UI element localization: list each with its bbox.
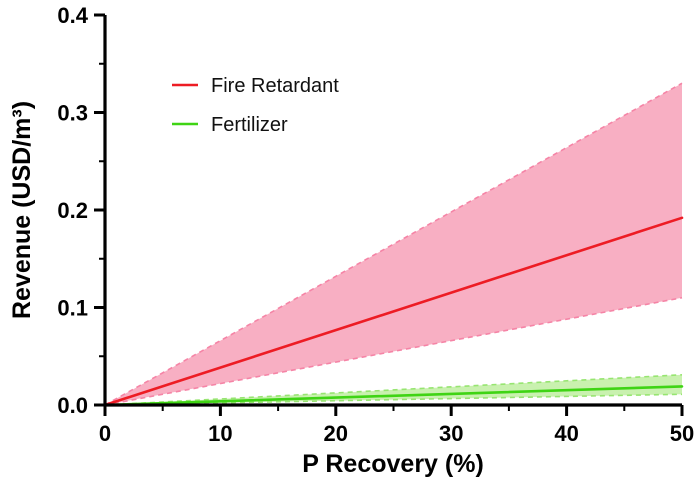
y-tick-label: 0.4 <box>57 3 88 28</box>
y-tick-label: 0.2 <box>57 198 88 223</box>
fire-retardant-series <box>103 82 684 407</box>
chart-generated-layers: 0 10 20 30 40 50 0.0 0.1 0.2 0.3 0.4 Fire Retardant… <box>57 3 694 446</box>
fertilizer-mean-line <box>103 385 684 407</box>
fertilizer-band-upper-edge <box>104 373 683 406</box>
x-axis-title: P Recovery (%) <box>302 450 484 478</box>
fertilizer-series <box>103 373 684 407</box>
x-tick-label: 10 <box>208 421 232 446</box>
legend-label-fire-retardant: Fire Retardant <box>211 75 339 97</box>
fertilizer-band-lower-edge <box>104 393 683 406</box>
x-tick-label: 20 <box>324 421 348 446</box>
y-tick-label: 0.1 <box>57 296 88 321</box>
x-tick-label: 40 <box>554 421 578 446</box>
legend-item-fertilizer: Fertilizer <box>172 114 288 136</box>
y-tick-label: 0.0 <box>57 393 88 418</box>
axes: 0 10 20 30 40 50 0.0 0.1 0.2 0.3 0.4 <box>57 3 694 446</box>
fire-retardant-band-lower-edge <box>104 296 683 406</box>
fire-retardant-band-upper-edge <box>104 82 683 406</box>
x-tick-label: 0 <box>99 421 111 446</box>
legend-item-fire-retardant: Fire Retardant <box>172 75 339 97</box>
x-tick-label: 30 <box>439 421 463 446</box>
y-axis-title: Revenue (USD/m³) <box>8 101 36 319</box>
legend: Fire Retardant Fertilizer <box>172 75 339 136</box>
y-tick-label: 0.3 <box>57 101 88 126</box>
legend-label-fertilizer: Fertilizer <box>211 114 288 136</box>
fire-retardant-mean-line <box>103 216 684 407</box>
x-tick-label: 50 <box>670 421 694 446</box>
